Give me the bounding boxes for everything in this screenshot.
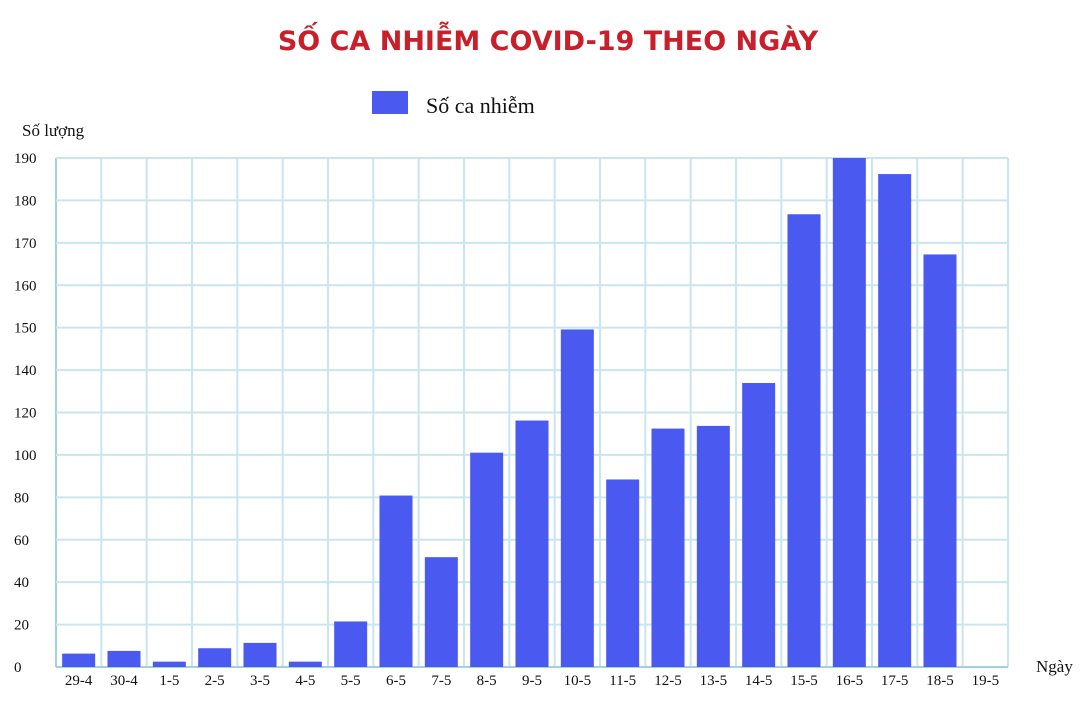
bar-29-4 [62,653,96,667]
y-tick-label: 0 [14,660,22,676]
legend-label: Số ca nhiễm [426,93,535,118]
bar-30-4 [107,650,141,667]
y-tick-label: 40 [14,575,29,591]
y-tick-label: 60 [14,533,29,549]
bar-5-5 [334,621,368,667]
x-tick-label: 8-5 [477,673,497,689]
bar-4-5 [288,661,322,667]
x-tick-label: 12-5 [654,673,682,689]
x-tick-label: 6-5 [386,673,406,689]
x-tick-label: 13-5 [700,673,728,689]
y-axis-label: Số lượng [22,121,85,140]
bar-16-5 [832,158,866,667]
bar-7-5 [424,557,458,667]
x-tick-label: 11-5 [609,673,636,689]
bar-11-5 [606,479,640,667]
x-ticks: 29-4 30-4 1-5 2-5 3-5 4-5 5-5 6-5 7-5 8-5 9-5 10-5 1… [65,673,999,689]
x-tick-label: 18-5 [926,673,954,689]
bar-3-5 [243,642,277,667]
x-tick-label: 30-4 [110,673,138,689]
bar-10-5 [560,329,594,667]
y-tick-label: 20 [14,618,29,634]
bar-15-5 [787,214,821,668]
x-tick-label: 14-5 [745,673,773,689]
bar-8-5 [470,452,504,667]
x-tick-label: 1-5 [159,673,179,689]
bar-13-5 [696,425,730,667]
bar-18-5 [923,254,957,667]
y-tick-label: 180 [14,193,37,209]
y-tick-label: 160 [14,278,37,294]
x-tick-label: 16-5 [836,673,864,689]
y-tick-label: 120 [14,406,37,422]
chart-title: SỐ CA NHIỄM COVID-19 THEO NGÀY [278,21,819,57]
y-tick-label: 150 [14,321,37,337]
x-tick-label: 3-5 [250,673,270,689]
y-tick-label: 140 [14,363,37,379]
bar-6-5 [379,495,413,667]
bar-17-5 [878,174,912,668]
y-ticks: 190 180 170 160 150 140 120 100 80 60 40 20 0 [14,151,37,676]
x-tick-label: 9-5 [522,673,542,689]
x-tick-label: 17-5 [881,673,909,689]
legend-swatch [372,91,408,114]
bar-12-5 [651,428,685,667]
x-tick-label: 4-5 [295,673,315,689]
x-tick-label: 29-4 [65,673,93,689]
y-tick-label: 100 [14,448,37,464]
x-tick-label: 2-5 [205,673,225,689]
x-tick-label: 5-5 [341,673,361,689]
bar-9-5 [515,420,549,667]
x-tick-label: 15-5 [790,673,818,689]
y-tick-label: 80 [14,490,29,506]
y-tick-label: 190 [14,151,37,167]
bar-14-5 [742,383,776,667]
x-tick-label: 7-5 [431,673,451,689]
x-axis-label: Ngày [1036,657,1073,676]
bar-1-5 [152,661,186,667]
bar-2-5 [198,648,232,667]
x-tick-label: 10-5 [564,673,592,689]
bars [62,158,957,668]
legend: Số ca nhiễm [372,91,535,118]
x-tick-label: 19-5 [972,673,1000,689]
y-tick-label: 170 [14,236,37,252]
